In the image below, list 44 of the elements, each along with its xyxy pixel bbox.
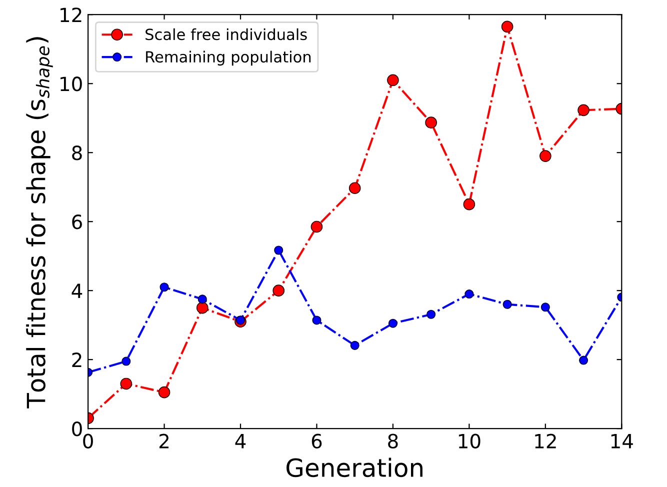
y-axis-title: Total fitness for shape (s$_{shape}$) <box>26 37 53 408</box>
point <box>540 302 550 312</box>
point <box>158 386 170 398</box>
point <box>426 310 436 319</box>
legend-label: Remaining population <box>146 50 311 66</box>
point <box>388 318 398 328</box>
x-tick-label: 10 <box>458 434 480 448</box>
point <box>463 198 476 210</box>
point <box>579 356 588 365</box>
point <box>502 300 512 309</box>
point <box>425 116 437 128</box>
y-tick-label: 12 <box>60 8 82 22</box>
x-axis-title: Generation <box>286 458 422 478</box>
y-tick-label: 0 <box>72 422 82 436</box>
point <box>274 246 284 255</box>
point <box>196 302 208 314</box>
point <box>348 182 361 194</box>
point <box>578 104 590 116</box>
x-tick-label: 2 <box>160 434 169 448</box>
point <box>272 284 285 296</box>
point <box>310 220 323 233</box>
point <box>387 74 399 86</box>
point <box>312 316 322 325</box>
legend-label: Scale free individuals <box>146 28 307 40</box>
y-tick-label: 10 <box>60 76 82 92</box>
point <box>540 150 552 162</box>
y-tick-label: 2 <box>72 352 82 367</box>
x-tick-label: 0 <box>83 434 93 448</box>
y-tick-label: 4 <box>72 284 82 298</box>
x-tick-label: 14 <box>611 434 633 448</box>
x-tick-label: 4 <box>235 434 246 448</box>
point <box>501 20 514 33</box>
point <box>236 316 246 325</box>
point <box>120 378 132 390</box>
point <box>160 282 169 292</box>
point <box>350 340 360 350</box>
point <box>198 294 207 304</box>
x-tick-label: 8 <box>388 434 398 448</box>
x-tick-label: 12 <box>535 434 556 448</box>
y-tick-label: 6 <box>72 214 82 230</box>
x-tick-label: 6 <box>312 434 322 448</box>
y-tick-label: 8 <box>72 146 82 160</box>
point <box>464 290 474 299</box>
point <box>122 356 131 366</box>
